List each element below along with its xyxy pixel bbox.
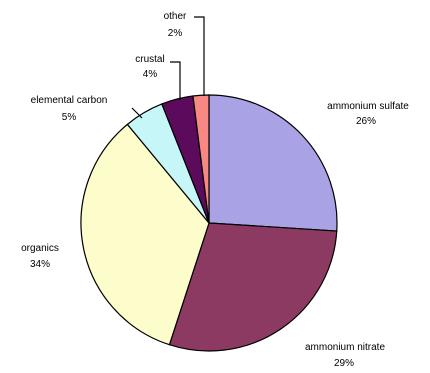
label-pct-crustal: 4%	[143, 69, 158, 80]
pie-slice-organics	[80, 123, 210, 346]
label-pct-ammonium-sulfate: 26%	[356, 116, 376, 127]
leader-lines	[131, 16, 205, 119]
label-name-elemental-carbon: elemental carbon	[31, 95, 108, 106]
label-name-ammonium-sulfate: ammonium sulfate	[327, 101, 409, 112]
label-pct-other: 2%	[168, 28, 183, 39]
pie-slice-ammonium-nitrate	[168, 222, 338, 352]
label-name-other: other	[164, 11, 187, 22]
pie-slice-ammonium-sulfate	[208, 94, 338, 232]
leader-crustal	[170, 61, 181, 100]
label-name-organics: organics	[21, 243, 59, 254]
label-pct-organics: 34%	[30, 259, 50, 270]
label-pct-elemental-carbon: 5%	[62, 112, 77, 123]
pie-slice-other	[192, 94, 210, 224]
leader-other	[194, 16, 205, 96]
label-name-crustal: crustal	[135, 54, 164, 65]
leader-elemental-carbon	[131, 107, 143, 119]
label-name-ammonium-nitrate: ammonium nitrate	[305, 342, 385, 353]
label-pct-ammonium-nitrate: 29%	[334, 358, 354, 369]
pie-slices	[80, 94, 338, 352]
